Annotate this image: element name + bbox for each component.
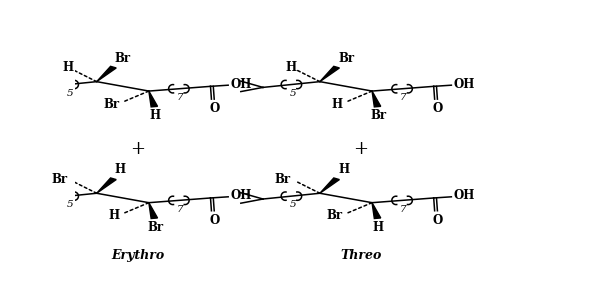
Text: O: O	[432, 102, 443, 115]
Polygon shape	[372, 91, 381, 107]
Text: H: H	[331, 98, 343, 111]
Text: 5: 5	[66, 201, 73, 210]
Polygon shape	[372, 203, 381, 219]
Text: 5: 5	[289, 89, 296, 98]
Text: O: O	[432, 214, 443, 226]
Text: Br: Br	[338, 52, 354, 65]
Text: Br: Br	[103, 98, 119, 111]
Text: H: H	[286, 61, 297, 74]
Text: H: H	[338, 163, 349, 176]
Text: OH: OH	[453, 78, 475, 91]
Text: Br: Br	[370, 109, 386, 122]
Text: H: H	[150, 109, 161, 122]
Text: H: H	[108, 210, 119, 223]
Text: O: O	[209, 102, 220, 115]
Text: OH: OH	[453, 189, 475, 202]
Text: Br: Br	[326, 210, 343, 223]
Text: OH: OH	[230, 78, 251, 91]
Text: 7: 7	[400, 93, 407, 102]
Text: OH: OH	[230, 189, 251, 202]
Text: +: +	[130, 140, 145, 158]
Polygon shape	[97, 66, 116, 82]
Polygon shape	[320, 66, 340, 82]
Polygon shape	[149, 91, 158, 107]
Text: Erythro: Erythro	[111, 249, 164, 262]
Text: O: O	[209, 214, 220, 226]
Polygon shape	[320, 178, 340, 193]
Text: Br: Br	[115, 52, 131, 65]
Text: 7: 7	[177, 93, 184, 102]
Text: Br: Br	[147, 221, 163, 234]
Text: H: H	[373, 221, 384, 234]
Text: Br: Br	[274, 172, 290, 185]
Text: 7: 7	[177, 205, 184, 214]
Text: 5: 5	[66, 89, 73, 98]
Polygon shape	[149, 203, 158, 219]
Text: Br: Br	[51, 172, 67, 185]
Text: H: H	[115, 163, 126, 176]
Text: +: +	[353, 140, 368, 158]
Polygon shape	[97, 178, 116, 193]
Text: 7: 7	[400, 205, 407, 214]
Text: H: H	[63, 61, 74, 74]
Text: 5: 5	[289, 201, 296, 210]
Text: Threo: Threo	[340, 249, 382, 262]
